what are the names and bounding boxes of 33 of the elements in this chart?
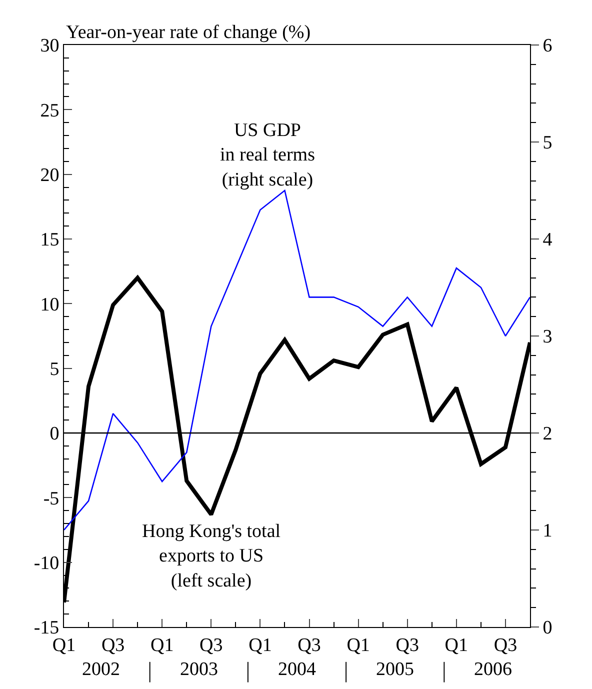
y2-tick-label: 4 bbox=[542, 230, 553, 251]
x-tick-label: Q3 bbox=[200, 634, 223, 656]
text: Hong Kong's total exports to US (left scale) bbox=[142, 521, 281, 592]
x-tick-label: Q3 bbox=[494, 634, 518, 656]
y-tick-label: 30 bbox=[40, 36, 60, 57]
y2-tick-label: 2 bbox=[542, 424, 552, 445]
y2-tick-label: 6 bbox=[542, 36, 552, 57]
text: 2006 bbox=[474, 659, 512, 680]
y-tick-label: 20 bbox=[40, 164, 60, 186]
text: 2003 bbox=[180, 659, 218, 680]
text: 2004 bbox=[278, 659, 316, 680]
y2-tick-label: 3 bbox=[542, 326, 552, 348]
x-tick-label: Q3 bbox=[101, 634, 125, 656]
y-tick-label: 0 bbox=[50, 424, 60, 445]
y-axis-title: Year-on-year rate of change (%) bbox=[66, 22, 311, 43]
y-tick-label: 15 bbox=[40, 230, 60, 251]
y-tick-label: 10 bbox=[40, 294, 60, 316]
x-tick-label: Q3 bbox=[396, 634, 419, 656]
y2-tick-label: 5 bbox=[542, 132, 552, 154]
y2-tick-label: 1 bbox=[542, 520, 552, 542]
x-tick-label: Q3 bbox=[298, 634, 321, 656]
y-tick-label: -5 bbox=[43, 488, 60, 510]
y-tick-label: 5 bbox=[50, 358, 60, 380]
text: 2002 bbox=[82, 659, 120, 680]
x-tick-label: Q1 bbox=[444, 634, 468, 656]
text: 2005 bbox=[376, 659, 414, 680]
x-tick-label: Q1 bbox=[346, 634, 370, 656]
x-tick-label: Q1 bbox=[150, 634, 174, 656]
y-tick-label: -10 bbox=[34, 552, 60, 574]
y2-tick-label: 0 bbox=[542, 618, 552, 639]
x-tick-label: Q1 bbox=[248, 634, 272, 656]
y-tick-label: 25 bbox=[40, 100, 60, 122]
series-label: US GDP in real terms (right scale) bbox=[220, 120, 315, 190]
